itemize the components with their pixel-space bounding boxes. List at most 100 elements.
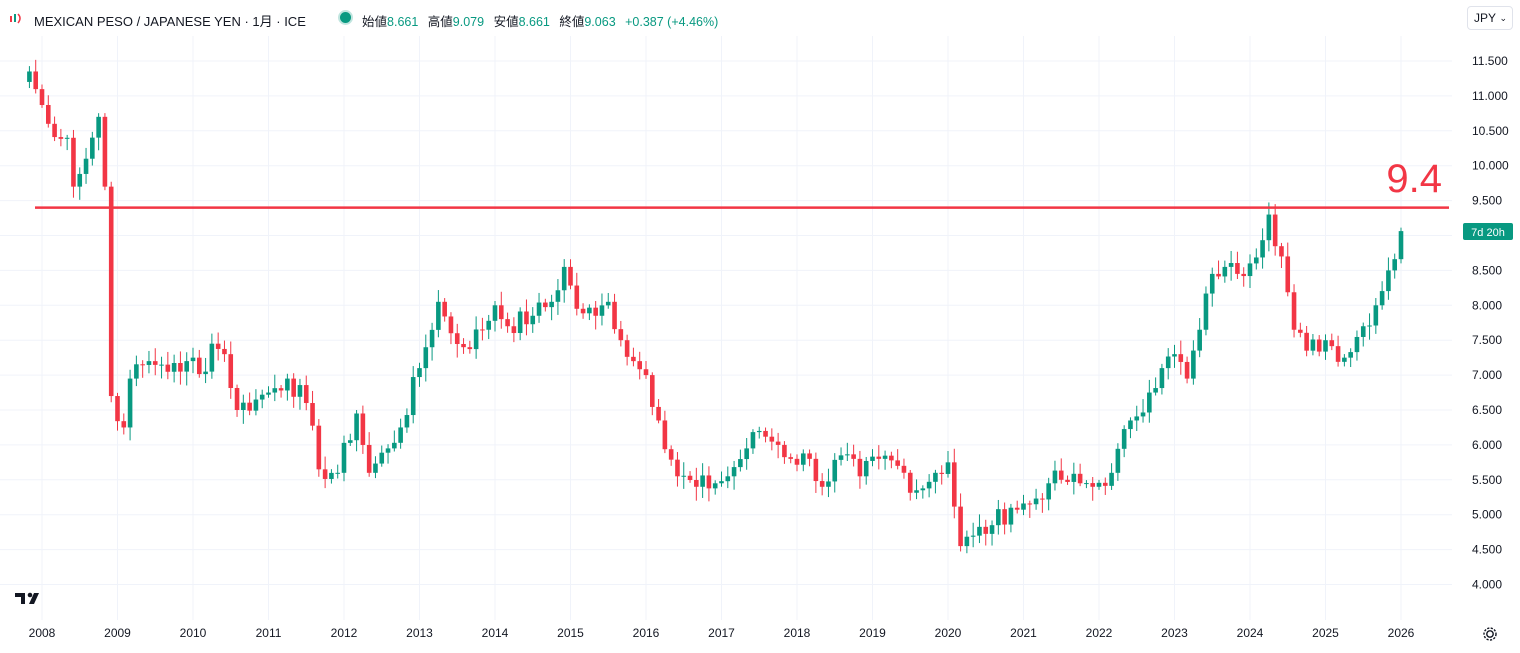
candle-body: [247, 402, 252, 411]
candle-body: [744, 448, 749, 460]
candle-body: [467, 347, 473, 350]
candle-body: [1373, 305, 1379, 326]
candle-body: [1279, 246, 1284, 257]
candle-body: [549, 301, 554, 308]
tradingview-logo-icon: [10, 13, 21, 24]
candle-body: [1134, 416, 1140, 421]
candle-body: [1209, 273, 1215, 294]
candle-body: [1335, 346, 1341, 362]
currency-button[interactable]: JPY ⌄: [1467, 6, 1513, 30]
candle-body: [379, 452, 385, 464]
candle-body: [738, 459, 743, 468]
close-label: 終値: [559, 15, 585, 29]
gear-icon[interactable]: [1481, 625, 1499, 643]
candle-body: [190, 357, 196, 362]
candle-body: [933, 472, 938, 482]
candle-body: [1291, 292, 1297, 330]
candle-body: [1027, 503, 1033, 505]
candle-body: [1140, 412, 1146, 417]
candle-body: [1102, 482, 1108, 486]
candle-body: [285, 378, 290, 391]
price-axis[interactable]: 11.50011.00010.50010.0009.5009.0008.5008…: [1472, 54, 1509, 592]
candle-body: [643, 369, 649, 376]
candle-body: [996, 509, 1001, 526]
x-tick-label: 2012: [331, 626, 358, 640]
candle-body: [373, 463, 378, 473]
candle-body: [819, 481, 825, 487]
candle-body: [278, 388, 284, 391]
candle-body: [1033, 498, 1039, 505]
candle-body: [1109, 472, 1114, 486]
candle-body: [1115, 448, 1121, 473]
candle-body: [524, 311, 529, 325]
market-status-icon: [340, 12, 351, 23]
candle-body: [637, 361, 643, 370]
x-tick-label: 2023: [1161, 626, 1188, 640]
candle-body: [1298, 329, 1303, 333]
tradingview-logo-icon[interactable]: [14, 590, 46, 606]
candle-body: [33, 71, 39, 90]
low-value: 8.661: [518, 15, 550, 29]
ohlc-readout: 始値8.661 高値9.079 安値8.661 終値9.063 +0.387 (…: [362, 11, 724, 30]
candle-body: [165, 364, 171, 372]
candle-body: [102, 116, 108, 187]
candle-body: [517, 311, 523, 334]
candle-body: [1304, 332, 1309, 351]
change-value: +0.387 (+4.46%): [625, 15, 719, 29]
time-axis[interactable]: 2008 2009 2010 2011 2012 2013 2014 2015 2016 2017…: [29, 626, 1415, 640]
high-label: 高値: [427, 15, 453, 29]
candle-body: [1165, 356, 1171, 369]
y-tick-label: 6.000: [1472, 438, 1502, 452]
candle-body: [1367, 325, 1372, 327]
candle-body: [159, 364, 164, 366]
x-tick-label: 2008: [29, 626, 56, 640]
candle-body: [712, 483, 718, 489]
candle-body: [631, 356, 636, 362]
candle-body: [845, 454, 850, 456]
candle-body: [1159, 368, 1165, 389]
candle-body: [1077, 473, 1083, 484]
candle-body: [958, 506, 963, 547]
candle-body: [750, 432, 756, 449]
candle-body: [813, 458, 819, 482]
candle-body: [675, 459, 680, 477]
x-tick-label: 2009: [104, 626, 131, 640]
x-tick-label: 2019: [859, 626, 886, 640]
candle-body: [322, 469, 328, 479]
x-tick-label: 2010: [180, 626, 207, 640]
candle-body: [1235, 263, 1240, 274]
symbol-title[interactable]: MEXICAN PESO / JAPANESE YEN · 1月 · ICE: [34, 14, 306, 29]
candle-body: [1360, 326, 1366, 337]
candle-body: [964, 536, 970, 547]
candle-body: [876, 456, 882, 459]
candle-body: [561, 266, 567, 291]
candle-body: [1272, 214, 1278, 247]
candle-body: [1203, 293, 1209, 330]
candle-body: [473, 329, 479, 350]
y-tick-label: 5.000: [1472, 508, 1502, 522]
candle-body: [882, 455, 888, 459]
candle-body: [612, 301, 617, 330]
annotation-label[interactable]: 9.4: [1386, 157, 1442, 201]
candle-body: [203, 371, 208, 375]
candle-body: [354, 413, 359, 441]
candle-body: [316, 425, 322, 470]
y-tick-label: 8.000: [1472, 298, 1502, 312]
candle-body: [115, 396, 120, 422]
candle-body: [1058, 470, 1064, 480]
close-value: 9.063: [584, 15, 616, 29]
candle-body: [926, 481, 932, 489]
candle-body: [530, 315, 536, 325]
candle-body: [536, 302, 542, 316]
candle-body: [851, 454, 856, 459]
candle-body: [1008, 507, 1014, 525]
candle-body: [1354, 336, 1360, 353]
open-label: 始値: [362, 15, 388, 29]
candle-body: [310, 403, 315, 426]
candle-body: [392, 442, 397, 449]
candle-body: [83, 158, 89, 174]
candle-body: [1052, 470, 1058, 484]
x-tick-label: 2024: [1237, 626, 1264, 640]
candle-body: [599, 305, 605, 316]
